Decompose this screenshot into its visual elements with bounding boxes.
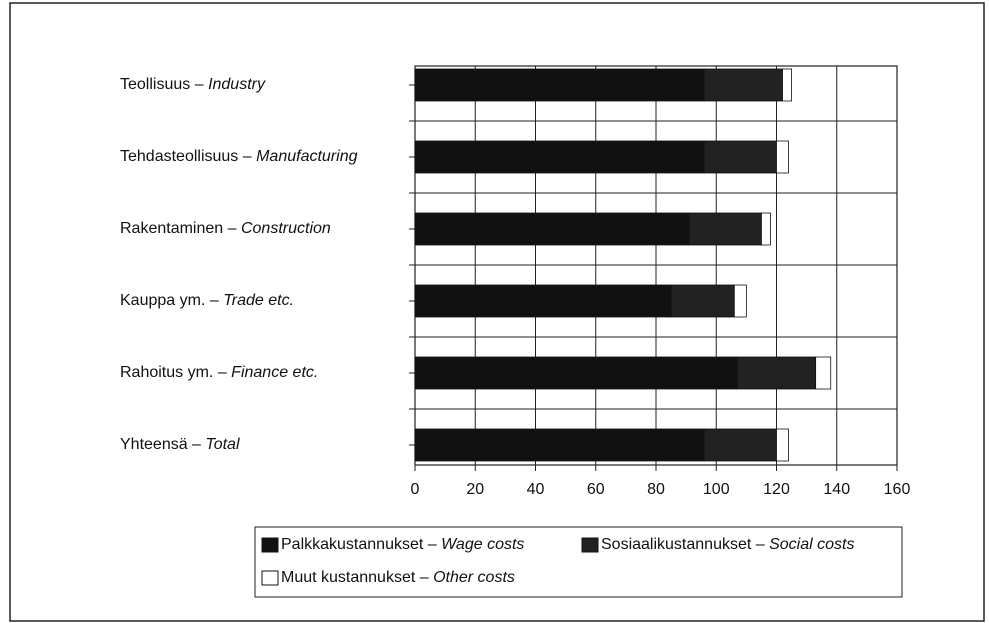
bar-segment	[703, 428, 777, 462]
bar-segment	[703, 140, 777, 174]
legend-swatch	[261, 537, 279, 553]
y-tick-label: Tehdasteollisuus – Manufacturing	[120, 148, 358, 165]
legend-label-en: Social costs	[769, 536, 854, 553]
x-tick-label: 60	[587, 481, 605, 498]
bar-segment	[776, 140, 789, 174]
legend-label: Palkkakustannukset – Wage costs	[281, 536, 524, 553]
y-tick-label-fi: Tehdasteollisuus –	[120, 148, 252, 165]
bar-segment	[736, 356, 817, 390]
y-tick-label-fi: Yhteensä –	[120, 436, 201, 453]
legend-label-fi: Sosiaalikustannukset –	[601, 536, 765, 553]
bar-segment	[670, 284, 735, 318]
legend-label-en: Wage costs	[441, 536, 524, 553]
bar-segment	[703, 68, 783, 102]
x-tick-label: 0	[411, 481, 420, 498]
bar-segment	[414, 428, 705, 462]
x-tick-label: 120	[763, 481, 790, 498]
y-tick-label-fi: Rakentaminen –	[120, 220, 237, 237]
bar-segment	[733, 284, 747, 318]
x-tick-label: 140	[823, 481, 850, 498]
y-tick-label: Yhteensä – Total	[120, 436, 240, 453]
y-tick-label: Rakentaminen – Construction	[120, 220, 331, 237]
y-tick-label: Teollisuus – Industry	[120, 76, 266, 93]
bar-segment	[414, 68, 705, 102]
x-tick-label: 100	[703, 481, 730, 498]
x-tick-label: 80	[647, 481, 665, 498]
plot-area	[414, 65, 898, 466]
bar-segment	[414, 356, 738, 390]
legend-swatch	[581, 537, 599, 553]
bar-segment	[414, 284, 672, 318]
y-tick-label-en: Construction	[241, 220, 331, 237]
bar-segment	[414, 140, 705, 174]
legend-label-fi: Palkkakustannukset –	[281, 536, 437, 553]
legend-label-en: Other costs	[433, 569, 515, 586]
x-tick-label: 20	[466, 481, 484, 498]
y-tick-label-en: Trade etc.	[223, 292, 294, 309]
y-tick-label-fi: Teollisuus –	[120, 76, 204, 93]
x-tick-label: 160	[884, 481, 911, 498]
legend-label-fi: Muut kustannukset –	[281, 569, 429, 586]
legend-label: Sosiaalikustannukset – Social costs	[601, 536, 854, 553]
frame	[9, 2, 985, 622]
bar-segment	[782, 68, 792, 102]
y-tick-label-en: Manufacturing	[256, 148, 357, 165]
y-tick-label-en: Total	[205, 436, 240, 453]
y-tick-label: Kauppa ym. – Trade etc.	[120, 292, 294, 309]
y-tick-label-en: Finance etc.	[231, 364, 318, 381]
bar-segment	[688, 212, 762, 246]
legend-label: Muut kustannukset – Other costs	[281, 569, 515, 586]
y-tick-label: Rahoitus ym. – Finance etc.	[120, 364, 318, 381]
bar-segment	[761, 212, 771, 246]
bar-segment	[776, 428, 789, 462]
y-tick-label-fi: Rahoitus ym. –	[120, 364, 227, 381]
x-tick-label: 40	[527, 481, 545, 498]
legend-box	[254, 526, 903, 598]
bar-segment	[815, 356, 832, 390]
y-tick-label-fi: Kauppa ym. –	[120, 292, 219, 309]
y-tick-label-en: Industry	[208, 76, 266, 93]
legend-swatch	[261, 570, 279, 586]
bar-segment	[414, 212, 690, 246]
